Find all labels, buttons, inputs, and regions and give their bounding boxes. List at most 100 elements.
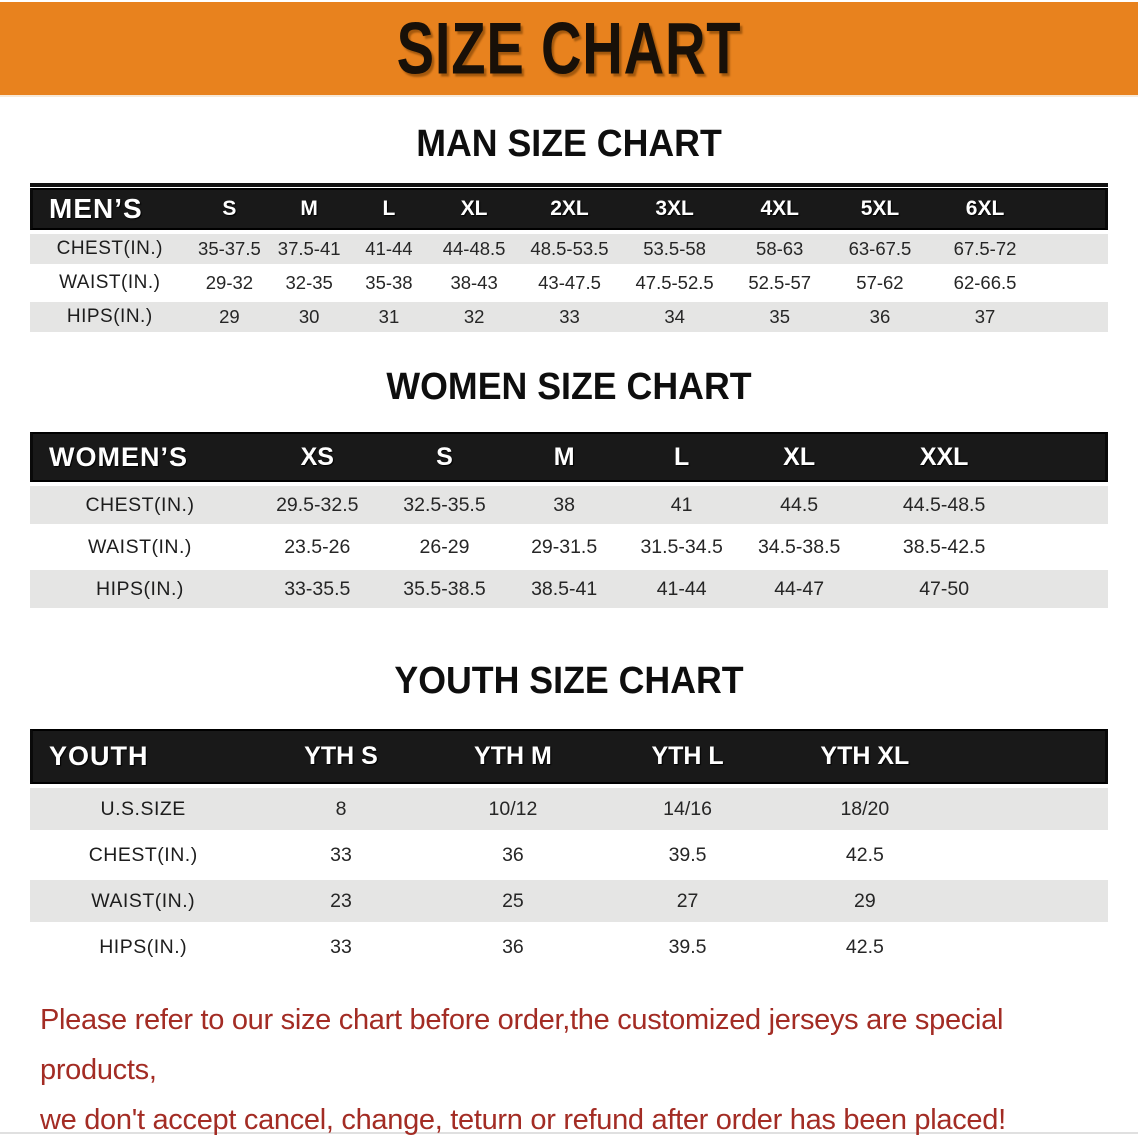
size-column-header: YTH M [425,729,601,784]
youth-section-heading: YOUTH SIZE CHART [394,660,744,702]
row-label: HIPS(IN.) [30,302,190,332]
mens-table-wrap: MEN’S S M L XL 2XL 3XL 4XL 5XL 6XL CHEST(IN.) 35-3… [30,183,1108,336]
size-column-header: S [189,188,270,230]
size-value-cell: 58-63 [729,234,830,264]
size-chart-banner: SIZE CHART [0,2,1138,97]
row-label: HIPS(IN.) [30,570,250,608]
row-label: WAIST(IN.) [30,268,190,298]
size-value-cell: 26-29 [384,528,505,566]
mens-header-row: MEN’S S M L XL 2XL 3XL 4XL 5XL 6XL [30,188,1108,230]
size-value-cell: 38-43 [428,268,520,298]
mens-table-top-rule [30,183,1108,187]
size-value-cell: 33 [519,302,620,332]
size-column-header: M [504,432,624,482]
header-filler-cell [954,729,1108,784]
row-filler-cell [954,880,1108,922]
size-value-cell: 39.5 [600,834,775,876]
table-row: WAIST(IN.) 29-32 32-35 35-38 38-43 43-47.5 47.… [30,268,1108,298]
size-column-header: YTH XL [774,729,955,784]
row-label: CHEST(IN.) [30,234,190,264]
youth-table-wrap: YOUTH YTH S YTH M YTH L YTH XL U.S.SIZE 8 10/1… [30,725,1108,972]
size-value-cell: 34 [619,302,730,332]
row-filler-cell [954,926,1108,968]
size-value-cell: 36 [425,834,601,876]
size-value-cell: 62-66.5 [930,268,1041,298]
row-filler-cell [1040,268,1108,298]
size-value-cell: 23.5-26 [249,528,385,566]
size-value-cell: 57-62 [829,268,931,298]
table-row: HIPS(IN.) 29 30 31 32 33 34 35 36 37 [30,302,1108,332]
size-column-header: XL [739,432,859,482]
header-filler-cell [1029,432,1108,482]
row-filler-cell [1029,528,1108,566]
size-column-header: YTH L [600,729,775,784]
size-value-cell: 31.5-34.5 [623,528,740,566]
size-value-cell: 32 [428,302,520,332]
size-value-cell: 27 [600,880,775,922]
size-column-header: S [384,432,505,482]
womens-table-wrap: WOMEN’S XS S M L XL XXL CHEST(IN.) 29.5-32.5 32.… [30,428,1108,612]
size-column-header: M [269,188,350,230]
disclaimer-text: Please refer to our size chart before or… [40,996,1114,1146]
size-column-header: 5XL [829,188,931,230]
size-value-cell: 47.5-52.5 [619,268,730,298]
youth-size-table: YOUTH YTH S YTH M YTH L YTH XL U.S.SIZE 8 10/1… [30,725,1108,972]
size-value-cell: 48.5-53.5 [519,234,620,264]
size-column-header: 6XL [930,188,1041,230]
size-value-cell: 38.5-42.5 [858,528,1030,566]
size-value-cell: 18/20 [774,788,955,830]
row-filler-cell [954,788,1108,830]
size-value-cell: 43-47.5 [519,268,620,298]
table-corner-label: WOMEN’S [30,432,250,482]
size-value-cell: 34.5-38.5 [739,528,859,566]
size-value-cell: 23 [256,880,426,922]
size-value-cell: 52.5-57 [729,268,830,298]
row-filler-cell [1029,486,1108,524]
table-row: U.S.SIZE 8 10/12 14/16 18/20 [30,788,1108,830]
size-column-header: XL [428,188,520,230]
table-corner-label: MEN’S [30,188,190,230]
size-value-cell: 29-32 [189,268,270,298]
size-value-cell: 44-48.5 [428,234,520,264]
size-value-cell: 44-47 [739,570,859,608]
size-value-cell: 36 [829,302,931,332]
size-column-header: XS [249,432,385,482]
size-value-cell: 41-44 [349,234,429,264]
banner-title: SIZE CHART [396,7,742,90]
row-filler-cell [1040,302,1108,332]
size-column-header: XXL [858,432,1030,482]
disclaimer-line-2: we don't accept cancel, change, teturn o… [40,1103,1006,1136]
table-row: CHEST(IN.) 35-37.5 37.5-41 41-44 44-48.5 48.5… [30,234,1108,264]
size-value-cell: 29 [189,302,270,332]
row-label: CHEST(IN.) [30,486,250,524]
row-filler-cell [1040,234,1108,264]
womens-header-row: WOMEN’S XS S M L XL XXL [30,432,1108,482]
size-column-header: 4XL [729,188,830,230]
table-row: WAIST(IN.) 23.5-26 26-29 29-31.5 31.5-34.5 34… [30,528,1108,566]
table-row: CHEST(IN.) 33 36 39.5 42.5 [30,834,1108,876]
size-value-cell: 42.5 [774,834,955,876]
size-column-header: L [349,188,429,230]
size-value-cell: 42.5 [774,926,955,968]
size-value-cell: 53.5-58 [619,234,730,264]
size-value-cell: 67.5-72 [930,234,1041,264]
size-value-cell: 32-35 [269,268,350,298]
size-column-header: 2XL [519,188,620,230]
women-section-heading: WOMEN SIZE CHART [386,366,752,408]
size-value-cell: 31 [349,302,429,332]
row-filler-cell [954,834,1108,876]
table-row: CHEST(IN.) 29.5-32.5 32.5-35.5 38 41 44.5 44.5… [30,486,1108,524]
row-label: WAIST(IN.) [30,880,257,922]
size-value-cell: 33 [256,926,426,968]
size-value-cell: 44.5 [739,486,859,524]
size-value-cell: 38 [504,486,624,524]
size-value-cell: 35 [729,302,830,332]
size-value-cell: 39.5 [600,926,775,968]
size-value-cell: 32.5-35.5 [384,486,505,524]
row-filler-cell [1029,570,1108,608]
table-row: WAIST(IN.) 23 25 27 29 [30,880,1108,922]
size-value-cell: 10/12 [425,788,601,830]
size-value-cell: 29.5-32.5 [249,486,385,524]
size-value-cell: 8 [256,788,426,830]
man-section-heading: MAN SIZE CHART [416,123,722,165]
